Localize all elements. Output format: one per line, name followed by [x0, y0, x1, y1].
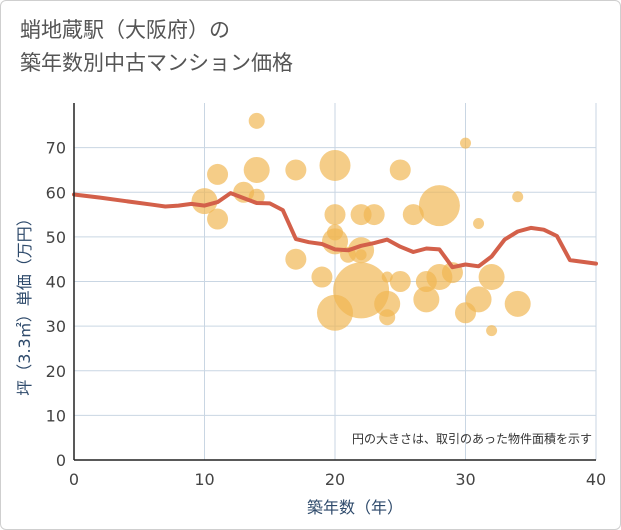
data-bubble: [418, 185, 460, 227]
data-bubble: [504, 290, 531, 317]
data-bubble: [402, 204, 424, 226]
data-bubble: [486, 325, 498, 337]
data-bubble: [311, 266, 333, 288]
data-bubble: [413, 286, 440, 313]
chart-title: 蛸地蔵駅（大阪府）の 築年数別中古マンション価格: [20, 14, 293, 80]
data-bubble: [324, 204, 346, 226]
chart-title-line2: 築年数別中古マンション価格: [20, 51, 293, 75]
data-bubble: [478, 264, 505, 291]
y-tick-label: 70: [46, 139, 66, 158]
data-bubble: [207, 208, 229, 230]
bubble-layer: [191, 112, 531, 337]
y-tick-label: 0: [56, 451, 66, 470]
y-tick-label: 50: [46, 228, 66, 247]
y-axis-label: 坪（3.3㎡）単価（万円）: [15, 210, 34, 395]
data-bubble: [243, 156, 270, 183]
data-bubble: [319, 149, 351, 181]
x-tick-label: 10: [194, 470, 214, 489]
data-bubble: [389, 271, 411, 292]
tick-layer: 0 10 20 30 40 0 10 20 30 40 50 60 70: [46, 139, 607, 489]
x-tick-label: 20: [325, 470, 345, 489]
y-tick-label: 60: [46, 183, 66, 202]
x-tick-label: 30: [455, 470, 475, 489]
y-tick-label: 30: [46, 317, 66, 336]
data-bubble: [473, 217, 485, 229]
data-bubble: [389, 159, 411, 181]
bubble-size-note: 円の大きさは、取引のあった物件面積を示す: [352, 431, 592, 446]
y-tick-label: 40: [46, 273, 66, 292]
data-bubble: [355, 249, 367, 261]
y-tick-label: 20: [46, 362, 66, 381]
y-tick-label: 10: [46, 406, 66, 425]
data-bubble: [248, 112, 265, 129]
x-axis-label: 築年数（年）: [307, 498, 403, 517]
x-tick-label: 40: [586, 470, 606, 489]
line-layer: [72, 191, 598, 270]
grid-layer: [74, 103, 597, 460]
data-bubble: [191, 188, 218, 215]
data-bubble: [285, 248, 307, 270]
data-bubble: [465, 286, 492, 313]
data-bubble: [460, 137, 471, 149]
data-bubble: [374, 290, 401, 317]
data-bubble: [207, 163, 229, 185]
axis-layer: [73, 103, 596, 461]
data-bubble: [379, 309, 396, 326]
data-bubble: [363, 204, 385, 226]
x-tick-label: 0: [69, 470, 79, 489]
average-price-line: [72, 191, 598, 270]
chart-title-line1: 蛸地蔵駅（大阪府）の: [20, 18, 230, 42]
data-bubble: [285, 159, 307, 181]
data-bubble: [512, 191, 524, 203]
